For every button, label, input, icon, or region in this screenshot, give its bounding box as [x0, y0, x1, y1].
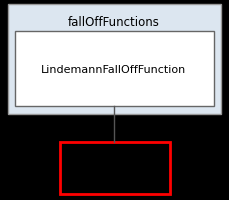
- Bar: [60, 142, 170, 194]
- Bar: [8, 5, 221, 114]
- Text: LindemannFallOffFunction: LindemannFallOffFunction: [41, 65, 187, 75]
- Bar: [15, 32, 214, 106]
- Text: fallOffFunctions: fallOffFunctions: [68, 15, 160, 28]
